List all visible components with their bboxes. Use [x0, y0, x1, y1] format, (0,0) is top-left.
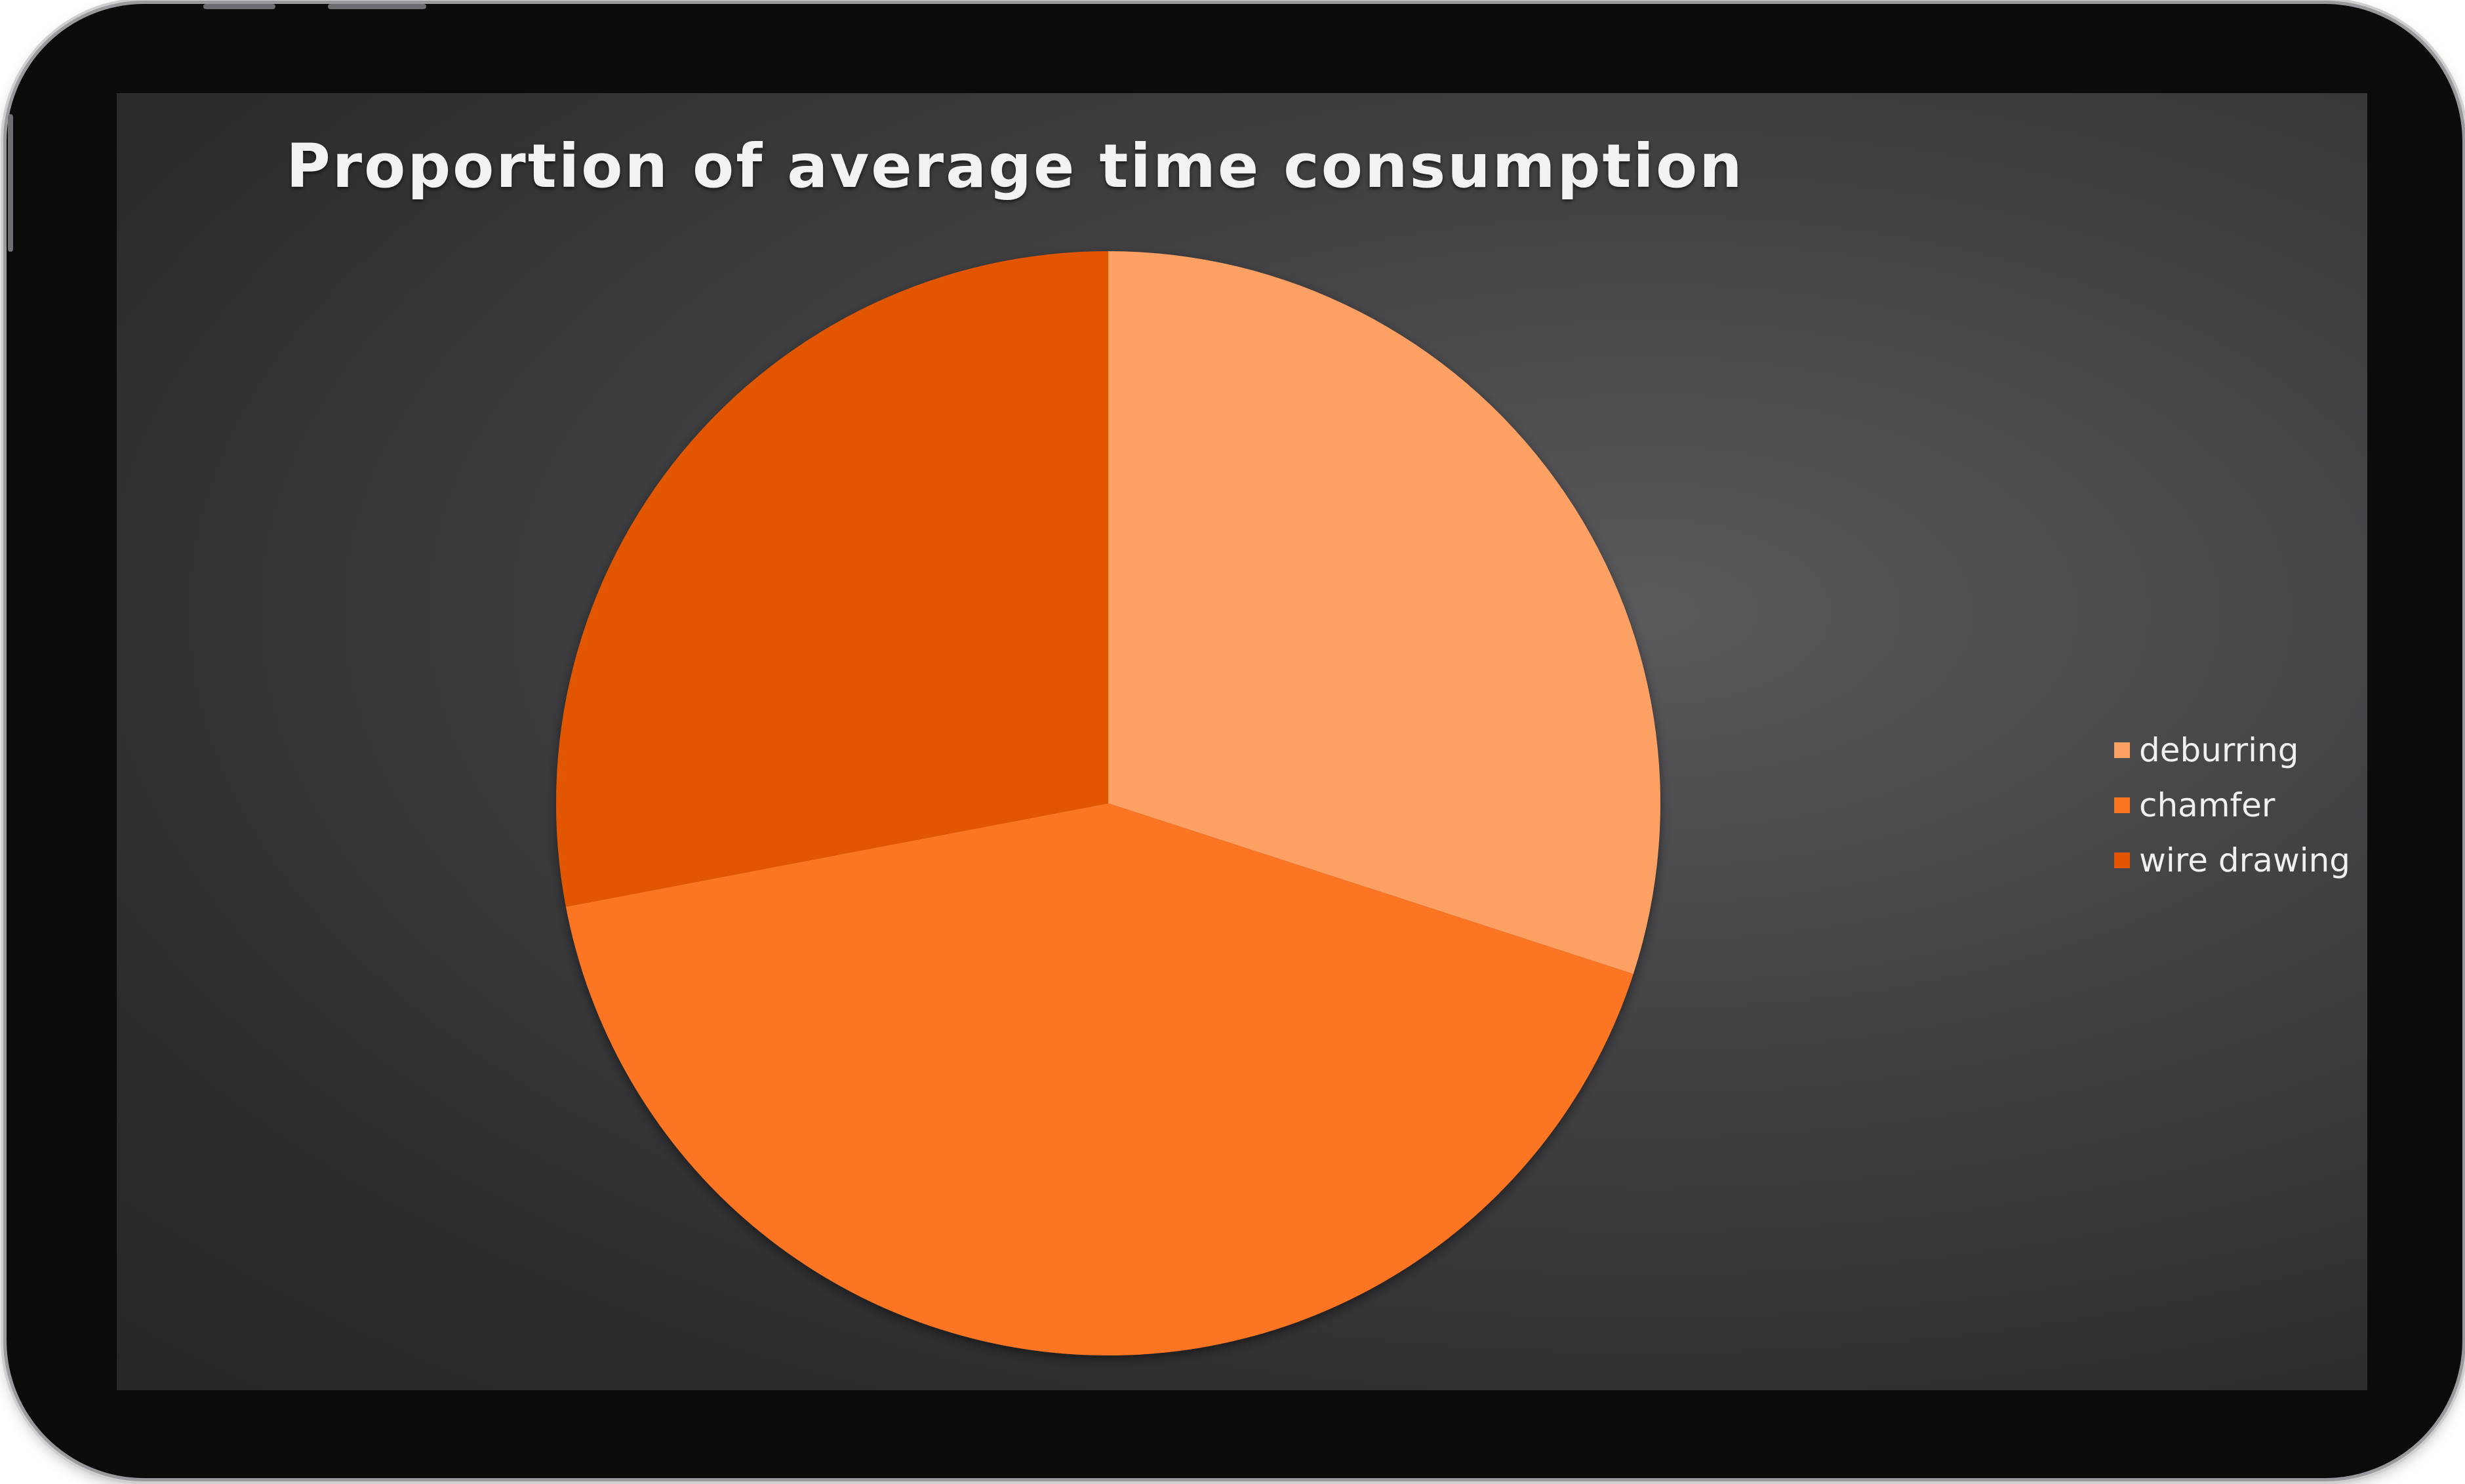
legend-swatch-chamfer [2114, 797, 2130, 813]
pie-slice-chamfer [565, 803, 1633, 1355]
chart-screen: Proportion of average time consumption d… [117, 93, 2367, 1390]
power-button [328, 4, 426, 9]
pie-slice-wire-drawing [555, 251, 1108, 907]
chart-title: Proportion of average time consumption [286, 131, 1744, 201]
volume-button [203, 4, 275, 9]
legend-label-wire-drawing: wire drawing [2139, 841, 2351, 879]
legend-item-wire-drawing: wire drawing [2114, 833, 2350, 888]
chart-legend: deburring chamfer wire drawing [2114, 723, 2350, 888]
legend-swatch-deburring [2114, 742, 2130, 758]
pie-slice-deburring [1108, 251, 1660, 974]
legend-label-chamfer: chamfer [2139, 786, 2275, 824]
legend-label-deburring: deburring [2139, 731, 2299, 769]
tablet-frame: Proportion of average time consumption d… [7, 4, 2462, 1478]
legend-swatch-wire-drawing [2114, 852, 2130, 868]
legend-item-deburring: deburring [2114, 723, 2350, 778]
side-button [8, 114, 13, 252]
pie-chart [555, 251, 1660, 1355]
legend-item-chamfer: chamfer [2114, 778, 2350, 833]
